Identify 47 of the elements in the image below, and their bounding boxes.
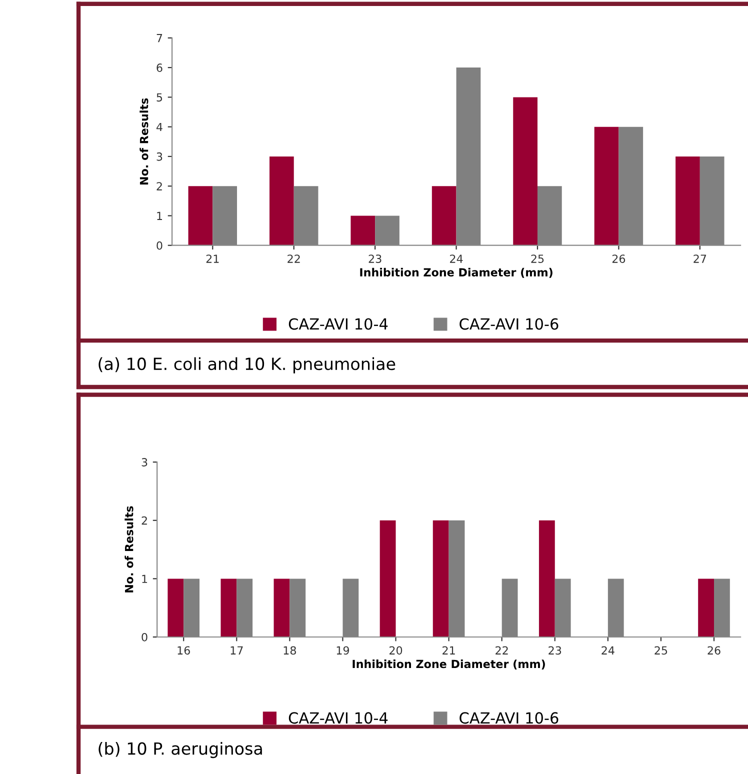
text: (a) 10 E. coli and 10 K. pneumoniae — [98, 357, 396, 374]
legend-label: CAZ-AVI 10-6 — [460, 712, 558, 724]
x-axis-title: Inhibition Zone Diameter (mm) — [352, 660, 545, 670]
x-tick-label: 27 — [694, 254, 706, 263]
x-tick-label: 21 — [206, 254, 219, 263]
x-tick-label: 26 — [612, 254, 626, 263]
x-tick-label: 22 — [288, 254, 300, 263]
bar — [513, 97, 538, 246]
x-tick-label: 25 — [654, 646, 668, 655]
x-tick-label: 23 — [548, 646, 562, 655]
y-tick-label: 2 — [156, 182, 162, 190]
x-tick-label: 21 — [442, 646, 455, 654]
legend-label: CAZ-AVI 10-6 — [460, 318, 558, 330]
x-tick-label: 20 — [390, 646, 402, 655]
y-tick-label: 2 — [142, 516, 147, 525]
bar — [676, 156, 700, 246]
y-tick-label: 1 — [157, 212, 162, 220]
x-tick-label: 26 — [708, 646, 720, 655]
x-tick-label: 24 — [450, 254, 463, 263]
y-tick-label: 3 — [142, 458, 148, 466]
y-tick-label: 6 — [156, 64, 162, 72]
legend-label: CAZ-AVI 10-4 — [288, 318, 388, 330]
x-tick-label: 22 — [496, 646, 508, 654]
y-tick-label: 1 — [142, 574, 148, 583]
bar — [350, 216, 376, 246]
bar — [432, 186, 456, 246]
y-tick-label: 7 — [156, 34, 162, 42]
y-tick-label: 0 — [142, 632, 148, 642]
y-axis-title: No. of Results — [124, 506, 134, 592]
x-tick-label: 23 — [368, 254, 382, 263]
y-axis-title: No. of Results — [140, 98, 148, 184]
x-tick-label: 25 — [531, 254, 544, 263]
legend-label: CAZ-AVI 10-4 — [288, 712, 388, 724]
text: (b) 10 P. aeruginosa — [98, 742, 262, 758]
y-tick-label: 3 — [156, 152, 162, 161]
y-tick-label: 5 — [156, 93, 162, 102]
x-axis-title: Inhibition Zone Diameter (mm) — [360, 268, 552, 278]
bar — [269, 156, 294, 246]
x-tick-label: 24 — [602, 646, 614, 654]
y-tick-label: 4 — [156, 122, 162, 132]
y-tick-label: 0 — [156, 241, 162, 250]
x-tick-label: 17 — [230, 646, 243, 654]
x-tick-label: 16 — [178, 646, 190, 655]
bar — [594, 126, 619, 246]
x-tick-label: 18 — [284, 646, 296, 655]
x-tick-label: 19 — [336, 646, 350, 655]
bar — [188, 186, 213, 246]
